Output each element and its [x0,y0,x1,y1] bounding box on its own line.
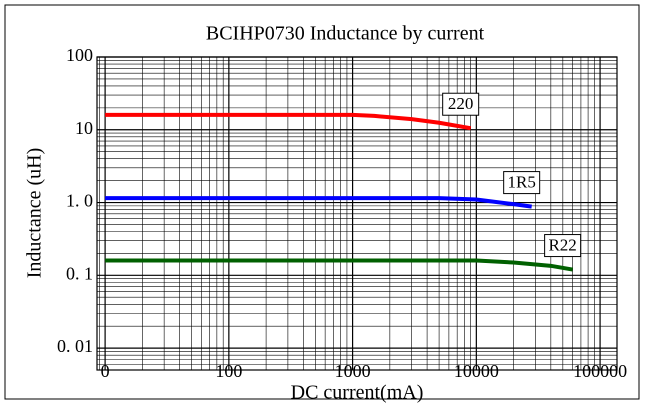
outer-frame [4,4,640,400]
series-label-box [442,92,480,116]
y-tick-label: 10 [75,118,93,138]
y-tick-label: 1. 0 [66,191,93,211]
chart-title: BCIHP0730 Inductance by current [206,23,485,45]
y-axis-label: Inductance (uH) [24,148,46,279]
x-tick-label: 10000 [454,361,499,381]
plot-frame [96,56,618,371]
x-tick-label: 100 [215,361,242,381]
series-line [105,258,573,272]
y-tick-label: 0. 01 [57,336,93,356]
y-tick-label: 0. 1 [66,263,93,283]
series-label-box [503,171,541,195]
x-tick-label: 0 [101,361,110,381]
x-tick-label: 1000 [335,361,371,381]
series-line [105,196,532,209]
series-label: R22 [548,235,576,254]
x-tick-label: 100000 [573,361,627,381]
series-line [105,112,472,131]
series-label-box [544,234,582,258]
y-tick-label: 100 [66,45,93,65]
x-axis-label: DC current(mA) [291,382,424,404]
series-label: 220 [448,94,474,113]
series-label: 1R5 [507,172,535,191]
